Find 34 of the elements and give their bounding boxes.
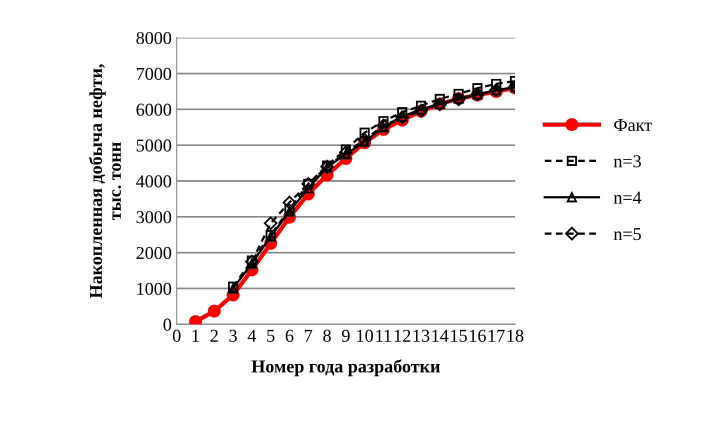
legend-label: n=5 bbox=[614, 228, 641, 240]
x-tick-label: 18 bbox=[508, 330, 524, 342]
x-axis-title: Номер года разработки bbox=[252, 359, 440, 376]
x-tick-label: 7 bbox=[304, 330, 312, 342]
x-tick-label: 13 bbox=[414, 330, 430, 342]
y-axis-title: Накопленная добыча нефти, тыс. тонн bbox=[88, 64, 122, 298]
y-tick-label: 2000 bbox=[136, 246, 172, 260]
x-tick-label: 17 bbox=[488, 330, 505, 342]
legend-label: n=3 bbox=[614, 155, 641, 168]
x-tick-label: 12 bbox=[394, 330, 410, 342]
x-tick-label: 0 bbox=[172, 330, 181, 342]
x-tick-label: 6 bbox=[286, 330, 294, 342]
x-tick-label: 16 bbox=[470, 330, 486, 342]
x-tick-label: 15 bbox=[451, 330, 467, 342]
x-tick-label: 3 bbox=[229, 330, 237, 342]
x-tick-label: 9 bbox=[342, 330, 350, 342]
x-tick-label: 1 bbox=[192, 330, 199, 342]
y-tick-label: 4000 bbox=[136, 175, 172, 188]
x-tick-label: 8 bbox=[323, 330, 331, 342]
y-tick-label: 7000 bbox=[136, 68, 172, 80]
x-tick-label: 10 bbox=[357, 330, 373, 342]
x-tick-label: 14 bbox=[432, 330, 449, 342]
x-tick-label: 11 bbox=[376, 330, 392, 342]
y-tick-label: 0 bbox=[164, 318, 172, 331]
x-tick-label: 4 bbox=[248, 330, 256, 342]
y-tick-label: 5000 bbox=[136, 139, 172, 152]
legend-label: n=4 bbox=[614, 192, 642, 204]
y-tick-label: 6000 bbox=[136, 104, 172, 116]
legend-label: Факт bbox=[614, 119, 652, 132]
x-tick-label: 2 bbox=[210, 330, 218, 342]
y-tick-label: 3000 bbox=[136, 211, 172, 224]
x-tick-label: 5 bbox=[267, 330, 274, 342]
y-tick-label: 1000 bbox=[137, 282, 172, 295]
y-tick-label: 8000 bbox=[136, 32, 172, 44]
